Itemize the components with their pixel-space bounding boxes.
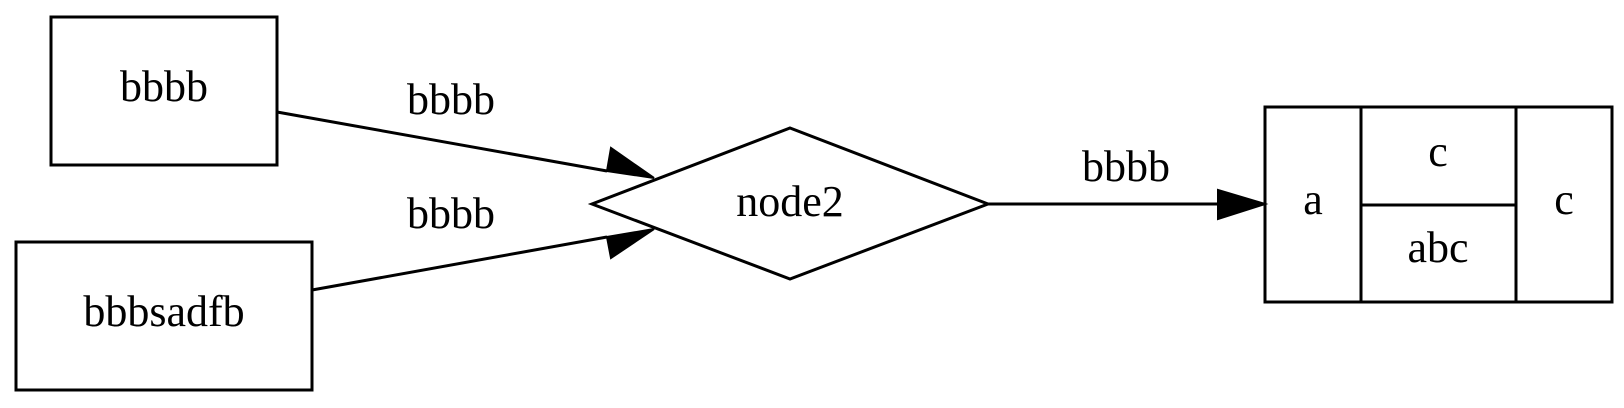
node-node2-diamond [587, 126, 993, 281]
record-field-middle-top: c [1428, 127, 1448, 176]
edge-bbbb-to-node2[interactable]: bbbb [276, 75, 655, 179]
edge-bbbsadfb-to-node2[interactable]: bbbb [311, 189, 655, 292]
edge-node2-to-record-label: bbbb [1082, 142, 1170, 191]
edge-node2-to-record-arrowhead [1217, 188, 1269, 221]
edge-bbbb-to-node2-arrowhead [605, 146, 655, 179]
edge-bbbb-to-node2-label: bbbb [407, 75, 495, 124]
record-field-middle-bottom: abc [1407, 223, 1468, 272]
record-field-left: a [1303, 175, 1323, 224]
edge-bbbsadfb-to-node2-arrowhead [605, 228, 655, 260]
edge-bbbb-to-node2-line [276, 110, 608, 173]
node-bbbb-label: bbbb [120, 62, 208, 111]
node-node2-label: node2 [736, 177, 844, 226]
node-bbbb-box [49, 15, 279, 167]
node-bbbsadfb[interactable]: bbbsadfb [14, 240, 314, 392]
node-bbbb[interactable]: bbbb [49, 15, 279, 167]
edge-node2-to-record[interactable]: bbbb [988, 142, 1269, 221]
node-node2[interactable]: node2 [587, 126, 993, 281]
node-bbbsadfb-box [14, 240, 314, 392]
node-record[interactable]: a c abc c [1263, 105, 1614, 304]
record-field-right: c [1554, 175, 1574, 224]
edge-bbbsadfb-to-node2-line [311, 235, 608, 292]
node-bbbsadfb-label: bbbsadfb [83, 287, 244, 336]
edge-bbbsadfb-to-node2-label: bbbb [407, 189, 495, 238]
